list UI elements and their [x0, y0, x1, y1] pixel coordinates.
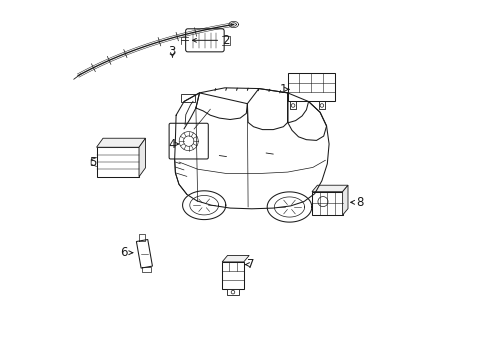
- Circle shape: [291, 104, 294, 107]
- Text: 8: 8: [356, 196, 364, 209]
- Polygon shape: [222, 256, 249, 262]
- Polygon shape: [342, 185, 347, 215]
- FancyBboxPatch shape: [287, 73, 334, 101]
- Circle shape: [317, 197, 327, 207]
- Text: 3: 3: [168, 45, 175, 58]
- FancyBboxPatch shape: [311, 192, 342, 215]
- Polygon shape: [139, 138, 145, 177]
- Text: 1: 1: [279, 83, 286, 96]
- FancyBboxPatch shape: [222, 262, 244, 289]
- Polygon shape: [136, 239, 152, 268]
- Text: 5: 5: [89, 156, 97, 169]
- FancyBboxPatch shape: [226, 289, 239, 295]
- Text: 2: 2: [222, 34, 229, 47]
- Text: 6: 6: [120, 246, 127, 259]
- FancyBboxPatch shape: [181, 94, 195, 102]
- Polygon shape: [311, 185, 347, 192]
- Polygon shape: [96, 138, 145, 147]
- Text: 4: 4: [168, 138, 175, 150]
- FancyBboxPatch shape: [169, 123, 208, 159]
- Text: 7: 7: [247, 258, 254, 271]
- Circle shape: [320, 104, 323, 107]
- FancyBboxPatch shape: [96, 147, 139, 177]
- FancyBboxPatch shape: [185, 29, 224, 52]
- Circle shape: [231, 290, 234, 294]
